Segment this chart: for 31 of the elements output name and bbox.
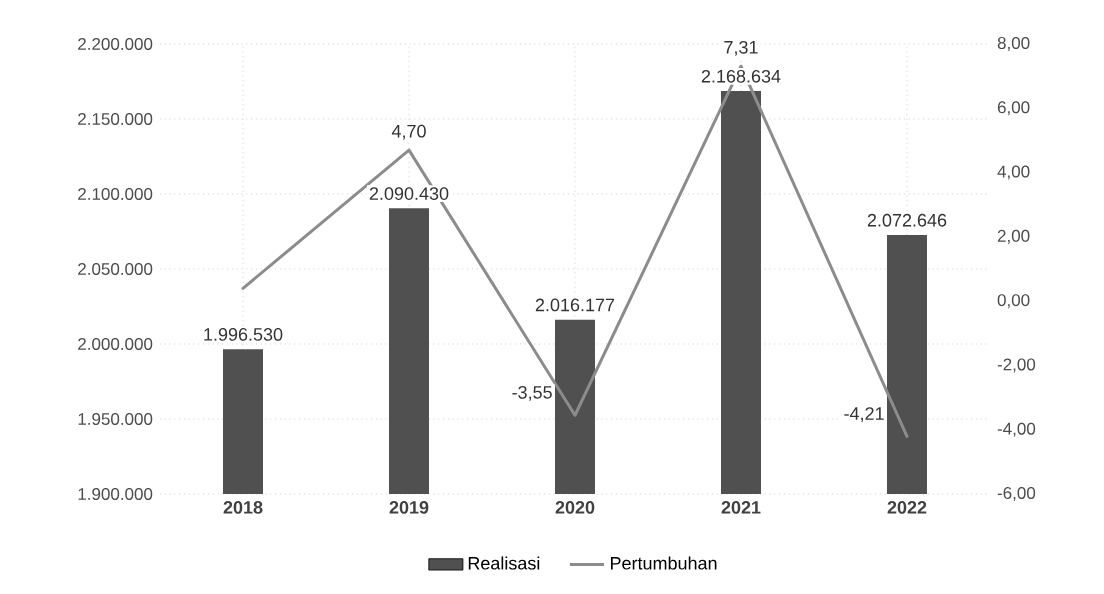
data-label: 1.996.530 xyxy=(204,328,283,341)
y-tick-label: 2.200.000 xyxy=(78,37,153,50)
x-tick-label: 2020 xyxy=(555,501,595,514)
y2-tick-label: 0,00 xyxy=(997,294,1030,309)
y-tick-label: 1.950.000 xyxy=(78,412,153,425)
y2-tick-label: -2,00 xyxy=(997,358,1036,373)
data-label: 7,31 xyxy=(724,40,758,56)
x-tick-label: 2019 xyxy=(389,501,429,514)
y2-tick-label: -4,00 xyxy=(997,422,1036,437)
y2-tick-label: -6,00 xyxy=(997,486,1036,501)
data-label: -3,55 xyxy=(512,385,552,401)
y2-tick-label: 4,00 xyxy=(997,165,1030,180)
data-label: 2.090.430 xyxy=(369,187,449,200)
y2-tick-label: 8,00 xyxy=(997,37,1030,52)
data-label: 2.016.177 xyxy=(535,298,615,312)
data-label: 2.072.646 xyxy=(867,213,947,227)
x-tick-label: 2021 xyxy=(721,501,761,514)
y-tick-label: 2.000.000 xyxy=(78,337,153,350)
data-label: -4,21 xyxy=(844,407,884,423)
y-tick-label: 1.900.000 xyxy=(78,487,153,500)
data-label: 2.168.634 xyxy=(701,69,781,83)
y-tick-label: 2.050.000 xyxy=(78,262,153,275)
legend-label: Pertumbuhan xyxy=(610,556,717,570)
y2-tick-label: 6,00 xyxy=(997,101,1030,116)
x-tick-label: 2022 xyxy=(887,501,927,514)
x-tick-label: 2018 xyxy=(223,501,263,514)
y-tick-label: 2.150.000 xyxy=(78,112,153,125)
data-label: 4,70 xyxy=(391,124,426,140)
legend-label: Realisasi xyxy=(468,556,540,570)
y2-tick-label: 2,00 xyxy=(997,229,1030,244)
y-tick-label: 2.100.000 xyxy=(78,187,153,200)
